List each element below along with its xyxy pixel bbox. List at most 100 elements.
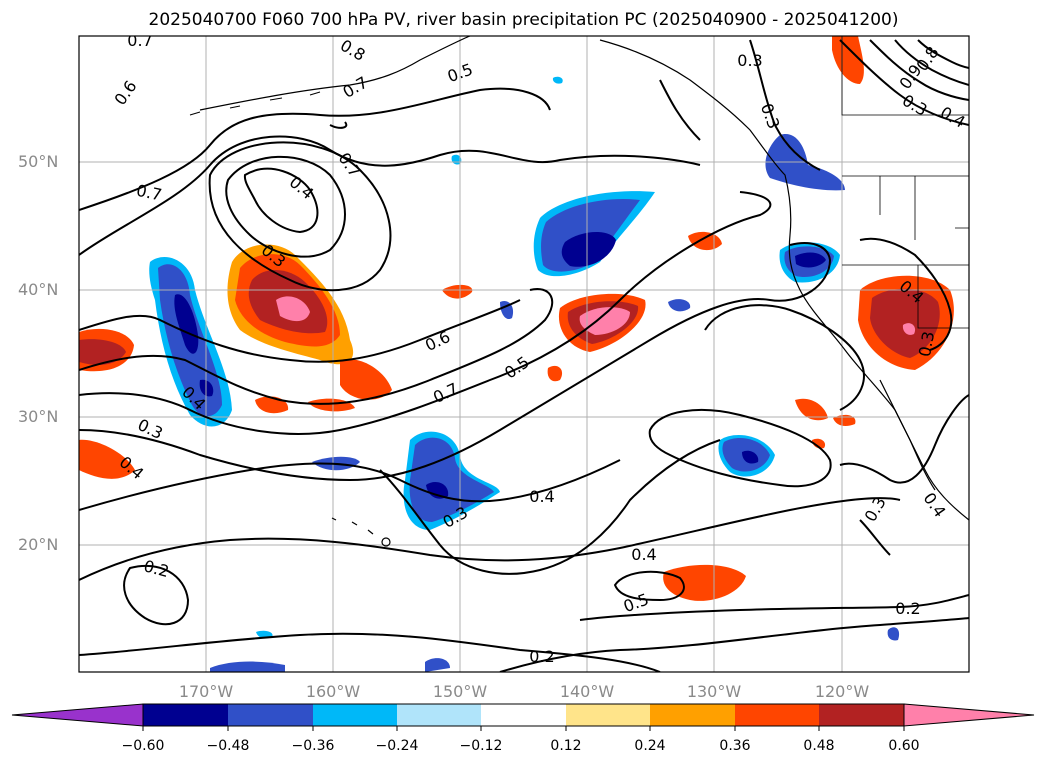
lon-label: 170°W bbox=[178, 682, 234, 701]
pv-contour-line bbox=[839, 39, 969, 126]
pv-contour-line bbox=[79, 459, 621, 511]
colorbar-tick-label: 0.48 bbox=[803, 738, 835, 754]
colorbar-tick-label: −0.60 bbox=[121, 738, 165, 754]
coastlines bbox=[189, 36, 969, 547]
contour-labels: 0.7 0.8 0.6 0.7 0.5 0.3 0.3 0.8 0.9 0.3 … bbox=[110, 31, 968, 666]
positive-anomaly-region bbox=[812, 438, 826, 449]
positive-anomaly-region bbox=[79, 439, 135, 479]
negative-anomaly-region bbox=[742, 450, 759, 464]
pv-contour-line bbox=[859, 237, 953, 351]
colorbar-tick-label: −0.24 bbox=[375, 738, 419, 754]
pv-contour-line bbox=[894, 39, 969, 86]
contour-label: 0.3 bbox=[915, 330, 938, 358]
positive-anomaly-region bbox=[276, 296, 310, 322]
pv-contour-line bbox=[225, 155, 346, 258]
colorbar-bin bbox=[313, 704, 397, 726]
negative-anomaly-region bbox=[425, 658, 450, 672]
lon-label: 120°W bbox=[814, 682, 870, 701]
pv-contour-line bbox=[208, 141, 392, 292]
positive-anomaly-region bbox=[902, 323, 916, 335]
positive-anomaly-region bbox=[340, 359, 392, 400]
pv-contour-line bbox=[79, 135, 701, 256]
lon-label: 160°W bbox=[305, 682, 361, 701]
colorbar-tick-label: 0.36 bbox=[719, 738, 751, 754]
pv-contour-line bbox=[499, 617, 969, 672]
negative-anomaly-region bbox=[561, 231, 616, 267]
colorbar-tick-label: 0.12 bbox=[550, 738, 582, 754]
lat-label: 50°N bbox=[18, 152, 59, 171]
aleutian-islands bbox=[189, 91, 321, 116]
us-state-borders bbox=[842, 176, 969, 329]
colorbar-tick-label: 0.60 bbox=[888, 738, 920, 754]
colorbar-bin bbox=[228, 704, 313, 726]
positive-anomaly-region bbox=[663, 564, 746, 601]
colorbar-min-extend bbox=[11, 703, 144, 727]
pv-contour-line bbox=[79, 299, 521, 363]
pv-contour-line bbox=[79, 87, 551, 211]
precip-fill-regions bbox=[79, 36, 954, 672]
lon-label: 150°W bbox=[432, 682, 488, 701]
colorbar-bin bbox=[650, 704, 735, 726]
pv-contour-line bbox=[379, 439, 721, 575]
pv-contour-line bbox=[79, 632, 661, 672]
negative-anomaly-region bbox=[426, 482, 449, 499]
contour-label: 0.4 bbox=[631, 545, 656, 564]
canada-province-border bbox=[841, 36, 969, 116]
pv-contour-line bbox=[243, 167, 319, 234]
positive-anomaly-region bbox=[579, 307, 630, 335]
negative-anomaly-region bbox=[210, 661, 285, 672]
pv-contour-line bbox=[79, 242, 832, 482]
pv-contour-line bbox=[123, 564, 190, 626]
colorbar-bin bbox=[735, 704, 819, 726]
plot-title: 2025040700 F060 700 hPa PV, river basin … bbox=[148, 10, 899, 30]
hawaii-islands bbox=[331, 517, 391, 547]
pv-contour-line bbox=[859, 519, 891, 556]
pv-contour-line bbox=[79, 191, 772, 435]
colorbar-bin bbox=[566, 704, 650, 726]
colorbar-bin bbox=[819, 704, 904, 726]
lat-label: 30°N bbox=[18, 407, 59, 426]
pv-contours bbox=[79, 39, 969, 672]
pv-contour-line bbox=[79, 497, 901, 581]
graticule bbox=[79, 36, 969, 672]
positive-anomaly-region bbox=[832, 36, 864, 84]
colorbar-tick-label: −0.48 bbox=[206, 738, 250, 754]
positive-anomaly-region bbox=[442, 284, 473, 299]
pv-contour-line bbox=[869, 39, 969, 101]
lat-label: 20°N bbox=[18, 535, 59, 554]
contour-label: 0.2 bbox=[529, 647, 554, 666]
colorbar-bin bbox=[397, 704, 481, 726]
map-frame bbox=[78, 35, 970, 673]
alaska-coastline bbox=[199, 36, 471, 111]
colorbar-tick-label: 0.24 bbox=[634, 738, 666, 754]
positive-anomaly-region bbox=[833, 414, 856, 426]
colorbar-tick-label: −0.36 bbox=[291, 738, 335, 754]
contour-label: 0.7 bbox=[135, 181, 164, 205]
positive-anomaly-region bbox=[795, 398, 828, 421]
colorbar-bin bbox=[481, 704, 566, 726]
colorbar-frame bbox=[142, 703, 905, 727]
negative-anomaly-region bbox=[552, 76, 563, 84]
lat-label: 40°N bbox=[18, 280, 59, 299]
contour-label: 0.7 bbox=[127, 31, 152, 50]
negative-anomaly-region bbox=[174, 294, 199, 354]
colorbar-max-extend bbox=[903, 703, 1035, 727]
lon-label: 140°W bbox=[559, 682, 615, 701]
pv-contour-line bbox=[329, 121, 348, 129]
contour-label: 0.4 bbox=[529, 487, 554, 506]
negative-anomaly-region bbox=[795, 252, 826, 268]
pv-contour-line bbox=[79, 288, 554, 405]
pv-contour-line bbox=[749, 39, 821, 171]
pv-contour-line bbox=[613, 570, 685, 602]
negative-anomaly-region bbox=[668, 299, 691, 312]
colorbar bbox=[11, 703, 1035, 731]
positive-anomaly-region bbox=[870, 288, 940, 358]
pv-contour-line bbox=[704, 304, 865, 411]
positive-anomaly-region bbox=[79, 339, 126, 365]
pv-contour-line bbox=[917, 39, 969, 69]
pv-contour-line bbox=[648, 409, 832, 488]
positive-anomaly-region bbox=[547, 365, 563, 382]
baja-coastline bbox=[879, 379, 936, 491]
contour-label: 0.2 bbox=[895, 599, 920, 618]
